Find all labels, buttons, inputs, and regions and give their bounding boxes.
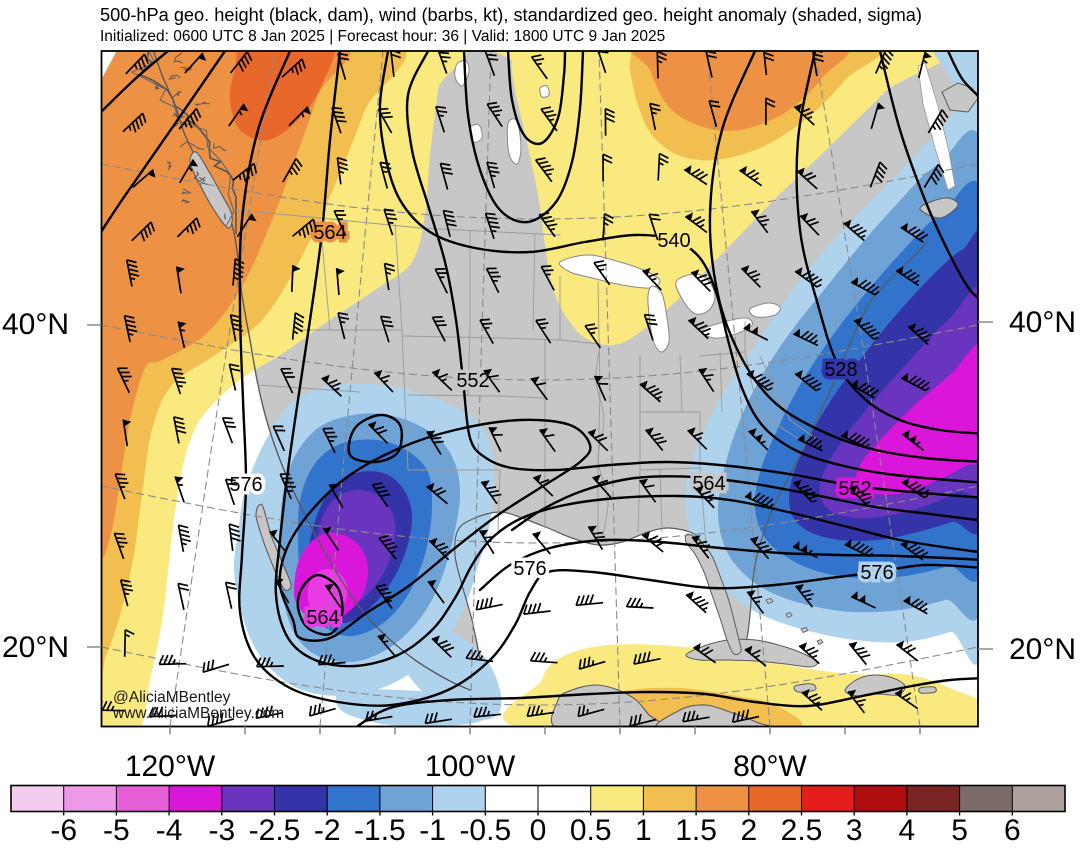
svg-text:500-hPa geo. height (black, da: 500-hPa geo. height (black, dam), wind (… (100, 5, 922, 25)
svg-text:3: 3 (846, 814, 863, 847)
svg-text:-1: -1 (419, 814, 446, 847)
svg-text:80°W: 80°W (733, 750, 807, 783)
svg-text:2: 2 (740, 814, 757, 847)
svg-text:0: 0 (530, 814, 547, 847)
svg-text:528: 528 (824, 359, 857, 381)
svg-text:-2: -2 (314, 814, 341, 847)
svg-text:@AliciaMBentley: @AliciaMBentley (113, 689, 231, 706)
svg-text:120°W: 120°W (125, 750, 216, 783)
svg-text:20°N: 20°N (2, 631, 69, 664)
svg-text:20°N: 20°N (1009, 633, 1076, 666)
svg-text:Initialized: 0600 UTC 8 Jan 20: Initialized: 0600 UTC 8 Jan 2025 | Forec… (100, 28, 665, 45)
svg-text:100°W: 100°W (425, 750, 516, 783)
svg-text:576: 576 (860, 562, 893, 584)
svg-text:0.5: 0.5 (570, 814, 612, 847)
svg-text:-1.5: -1.5 (354, 814, 406, 847)
svg-text:2.5: 2.5 (781, 814, 823, 847)
svg-text:-5: -5 (103, 814, 130, 847)
svg-text:1: 1 (635, 814, 652, 847)
svg-text:576: 576 (513, 558, 546, 580)
svg-text:1.5: 1.5 (675, 814, 717, 847)
svg-text:40°N: 40°N (2, 308, 69, 341)
svg-text:6: 6 (1004, 814, 1021, 847)
svg-text:4: 4 (899, 814, 916, 847)
svg-text:-0.5: -0.5 (459, 814, 511, 847)
svg-text:www.AliciaMBentley.com: www.AliciaMBentley.com (112, 705, 284, 722)
svg-text:-2.5: -2.5 (249, 814, 301, 847)
svg-text:540: 540 (657, 230, 690, 252)
svg-text:-6: -6 (50, 814, 77, 847)
svg-text:564: 564 (306, 607, 339, 629)
svg-text:-4: -4 (156, 814, 183, 847)
svg-text:552: 552 (456, 370, 489, 392)
svg-text:40°N: 40°N (1009, 306, 1076, 339)
svg-text:5: 5 (951, 814, 968, 847)
svg-text:-3: -3 (208, 814, 235, 847)
